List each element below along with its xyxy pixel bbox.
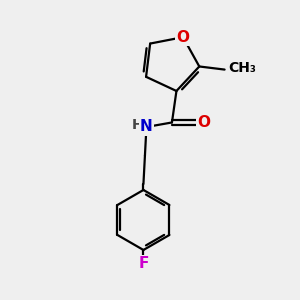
Text: N: N	[140, 119, 153, 134]
Text: H: H	[132, 118, 143, 133]
Text: O: O	[176, 30, 190, 45]
Text: O: O	[197, 115, 211, 130]
Text: F: F	[138, 256, 148, 271]
Text: CH₃: CH₃	[228, 61, 256, 75]
